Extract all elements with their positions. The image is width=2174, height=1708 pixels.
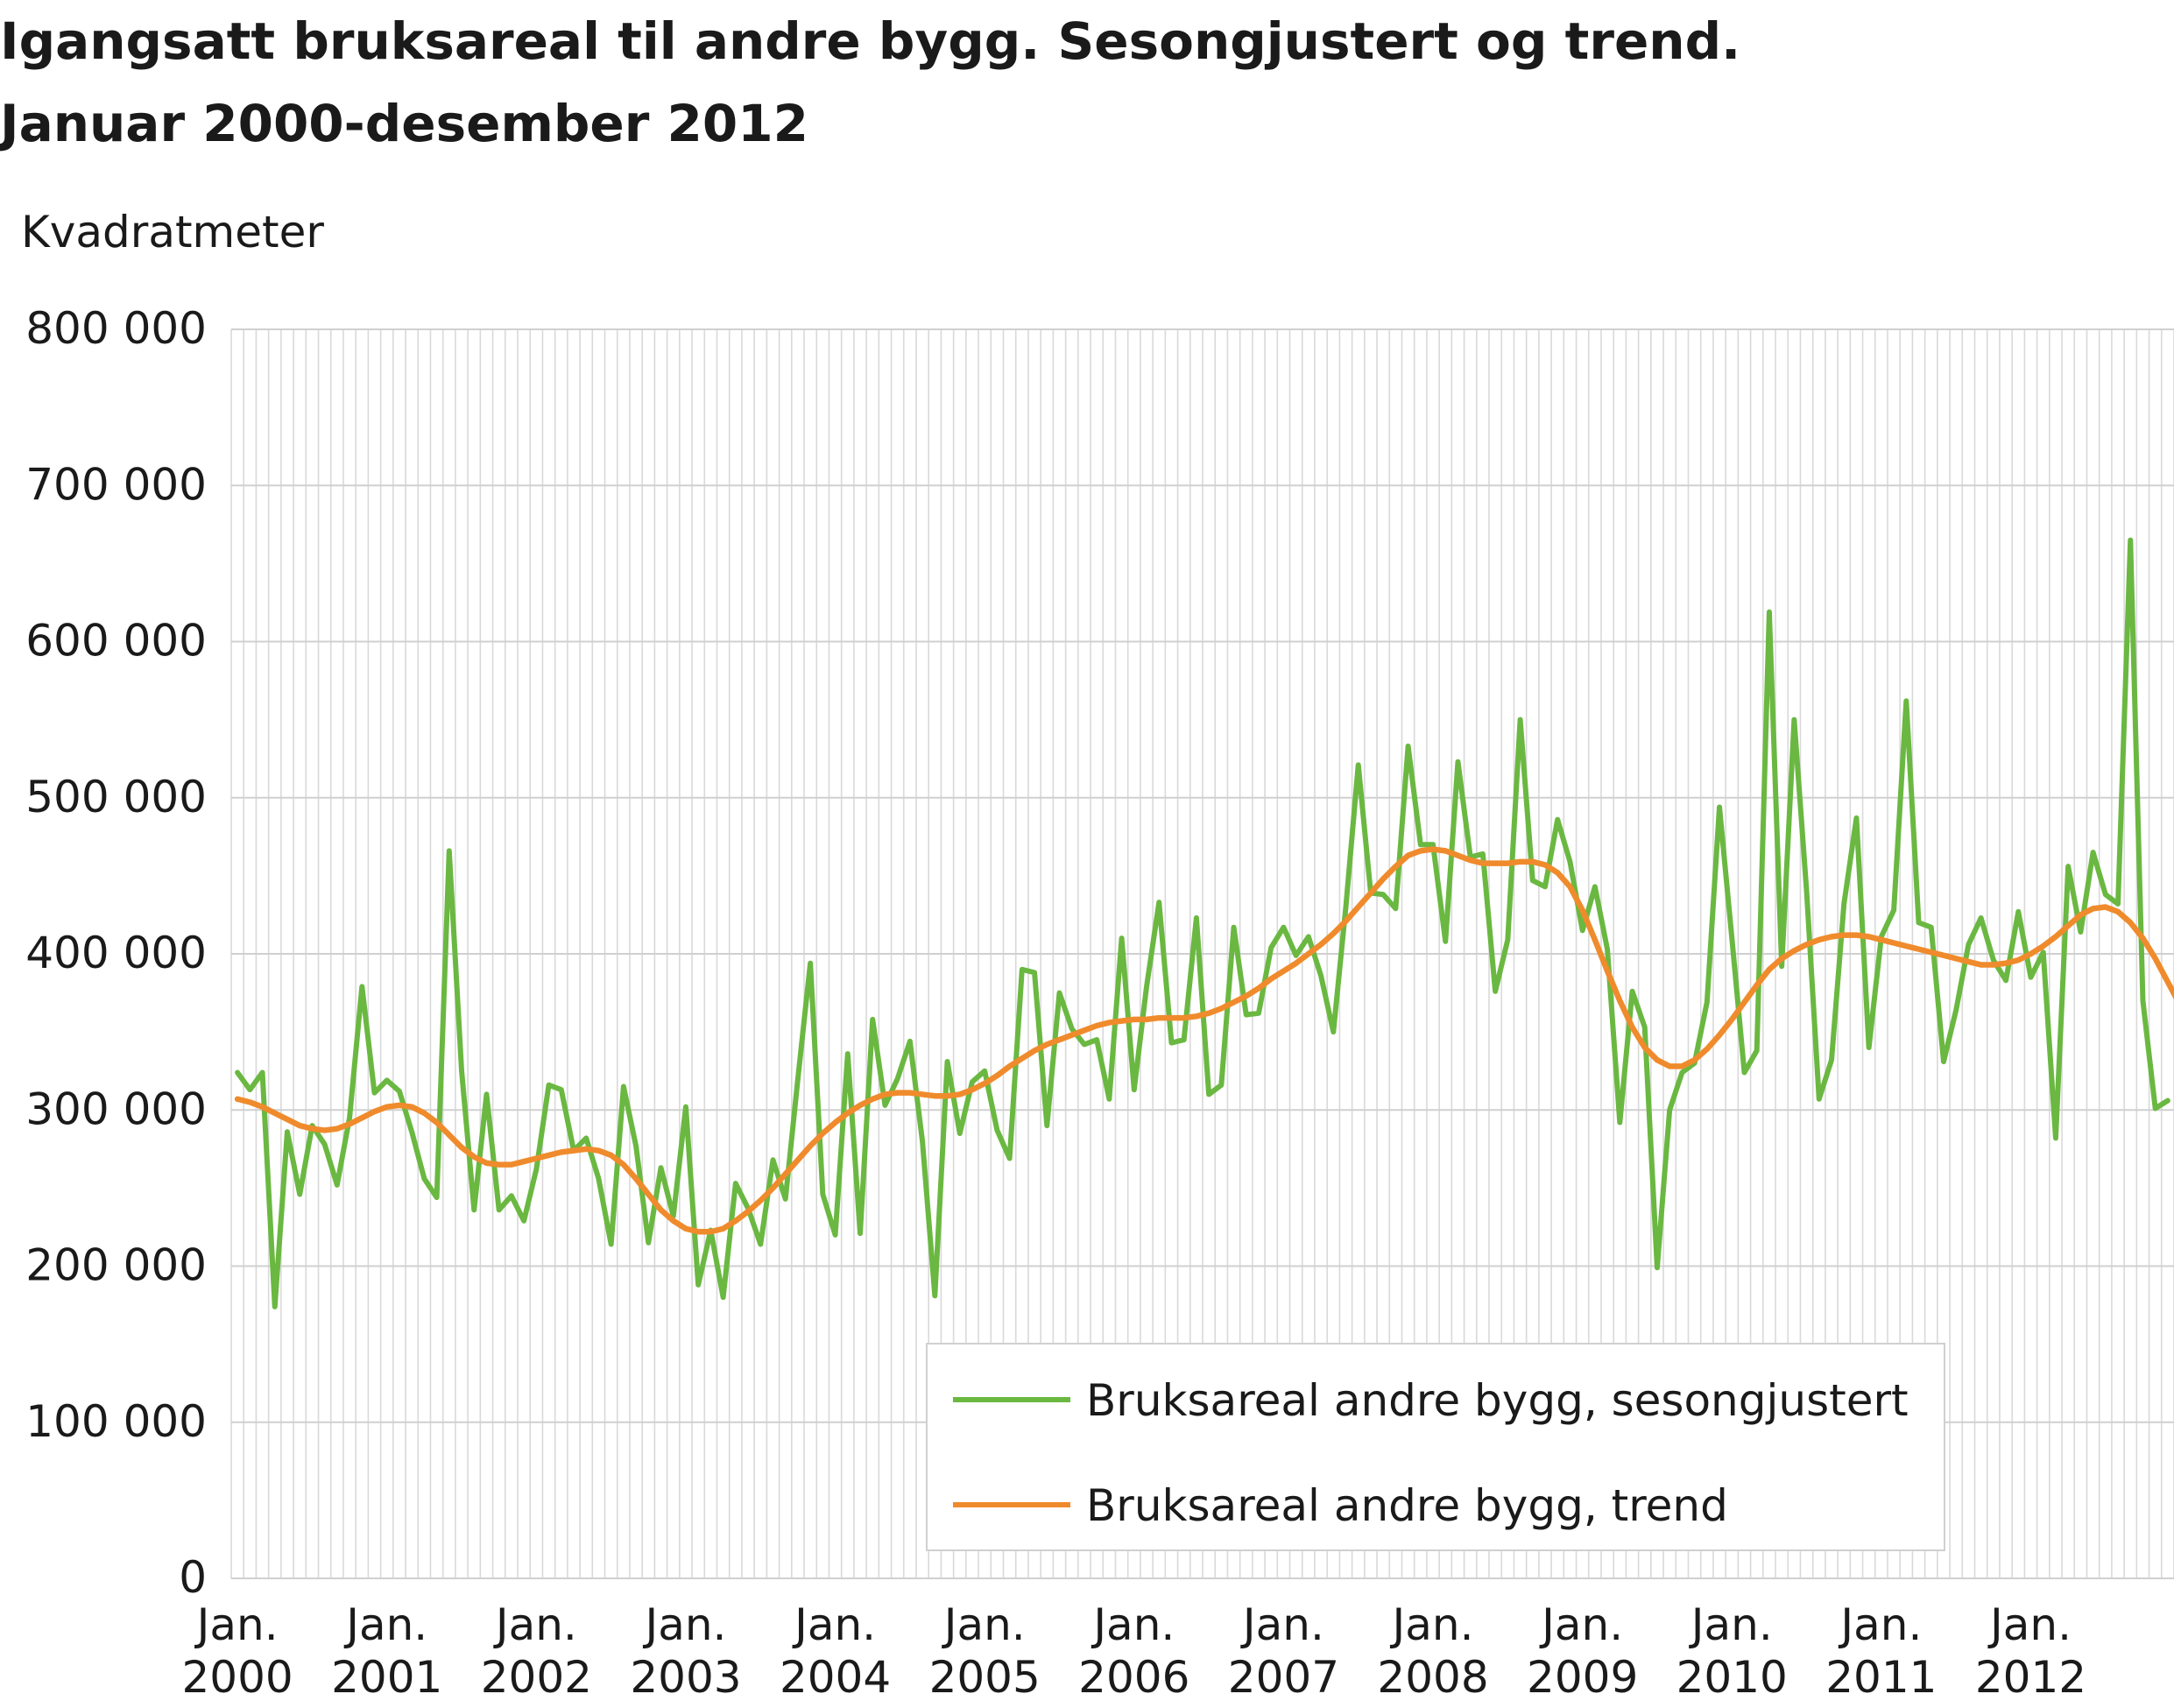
x-tick-year: 2004 [780, 1652, 891, 1703]
chart-title-line-2: Januar 2000-desember 2012 [0, 94, 808, 153]
x-tick-month: Jan. [1390, 1599, 1474, 1650]
x-tick-month: Jan. [792, 1599, 876, 1650]
x-axis-ticks: Jan.2000Jan.2001Jan.2002Jan.2003Jan.2004… [181, 1599, 2086, 1703]
x-tick-label: Jan.2005 [929, 1599, 1041, 1703]
y-tick-label: 400 000 [25, 928, 207, 978]
x-tick-month: Jan. [1987, 1599, 2072, 1650]
y-tick-label: 800 000 [25, 303, 207, 354]
y-tick-label: 300 000 [25, 1083, 207, 1134]
x-tick-year: 2003 [630, 1652, 741, 1703]
x-tick-year: 2010 [1676, 1652, 1788, 1703]
x-tick-month: Jan. [1689, 1599, 1773, 1650]
legend-label: Bruksareal andre bygg, sesongjustert [1086, 1375, 1909, 1426]
x-tick-year: 2002 [481, 1652, 592, 1703]
series-line-sesongjustert [235, 537, 2170, 1309]
x-tick-month: Jan. [942, 1599, 1026, 1650]
x-tick-year: 2000 [181, 1652, 293, 1703]
x-tick-label: Jan.2000 [181, 1599, 293, 1703]
y-tick-label: 700 000 [25, 459, 207, 510]
x-tick-year: 2008 [1377, 1652, 1488, 1703]
y-axis-label: Kvadratmeter [21, 207, 324, 258]
chart-title-line-1: Igangsatt bruksareal til andre bygg. Ses… [0, 11, 1741, 71]
x-tick-year: 2009 [1527, 1652, 1638, 1703]
legend-box [926, 1343, 1945, 1551]
horizontal-gridlines [231, 328, 2174, 1579]
x-tick-label: Jan.2010 [1676, 1599, 1788, 1703]
x-tick-month: Jan. [194, 1599, 279, 1650]
x-tick-label: Jan.2006 [1078, 1599, 1189, 1703]
x-tick-year: 2005 [929, 1652, 1041, 1703]
x-tick-month: Jan. [493, 1599, 577, 1650]
chart-title: Igangsatt bruksareal til andre bygg. Ses… [0, 0, 2155, 165]
series-line-trend [234, 846, 2174, 1235]
x-tick-label: Jan.2007 [1228, 1599, 1339, 1703]
x-tick-year: 2007 [1228, 1652, 1339, 1703]
x-tick-label: Jan.2012 [1975, 1599, 2086, 1703]
legend: Bruksareal andre bygg, sesongjustert Bruk… [926, 1343, 1945, 1551]
y-tick-label: 200 000 [25, 1240, 207, 1291]
x-tick-label: Jan.2001 [331, 1599, 442, 1703]
y-tick-label: 0 [179, 1552, 207, 1603]
legend-item: Bruksareal andre bygg, trend [953, 1480, 1728, 1531]
x-tick-year: 2001 [331, 1652, 442, 1703]
x-tick-year: 2011 [1825, 1652, 1937, 1703]
x-tick-month: Jan. [343, 1599, 427, 1650]
x-tick-label: Jan.2011 [1825, 1599, 1937, 1703]
x-tick-month: Jan. [1091, 1599, 1175, 1650]
y-tick-label: 600 000 [25, 616, 207, 667]
x-tick-month: Jan. [1838, 1599, 1922, 1650]
series-layer [234, 537, 2174, 1309]
y-tick-label: 100 000 [25, 1396, 207, 1447]
x-tick-label: Jan.2008 [1377, 1599, 1488, 1703]
y-tick-label: 500 000 [25, 772, 207, 822]
x-tick-year: 2012 [1975, 1652, 2086, 1703]
legend-item: Bruksareal andre bygg, sesongjustert [953, 1375, 1909, 1426]
x-tick-label: Jan.2002 [481, 1599, 592, 1703]
y-axis-ticks: 0 100 000 200 000 300 000 400 000 500 000 600 … [25, 303, 207, 1603]
x-tick-label: Jan.2004 [780, 1599, 891, 1703]
x-tick-label: Jan.2003 [630, 1599, 741, 1703]
x-tick-label: Jan.2009 [1527, 1599, 1638, 1703]
x-tick-year: 2006 [1078, 1652, 1189, 1703]
x-tick-month: Jan. [642, 1599, 726, 1650]
x-tick-month: Jan. [1240, 1599, 1324, 1650]
legend-label: Bruksareal andre bygg, trend [1086, 1480, 1728, 1531]
x-tick-month: Jan. [1539, 1599, 1623, 1650]
